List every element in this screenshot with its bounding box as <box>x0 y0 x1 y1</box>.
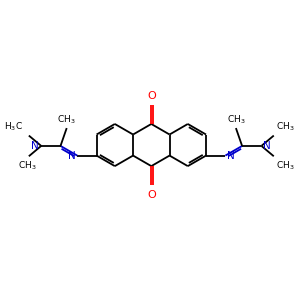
Text: CH$_3$: CH$_3$ <box>226 113 245 126</box>
Text: CH$_3$: CH$_3$ <box>276 159 295 172</box>
Text: O: O <box>147 91 156 100</box>
Text: O: O <box>147 190 156 200</box>
Text: N: N <box>263 141 271 151</box>
Text: N: N <box>32 141 39 151</box>
Text: H$_3$C: H$_3$C <box>4 121 22 133</box>
Text: CH$_3$: CH$_3$ <box>18 159 37 172</box>
Text: CH$_3$: CH$_3$ <box>276 121 295 133</box>
Text: N: N <box>227 151 235 160</box>
Text: CH$_3$: CH$_3$ <box>57 113 76 126</box>
Text: N: N <box>68 151 75 160</box>
